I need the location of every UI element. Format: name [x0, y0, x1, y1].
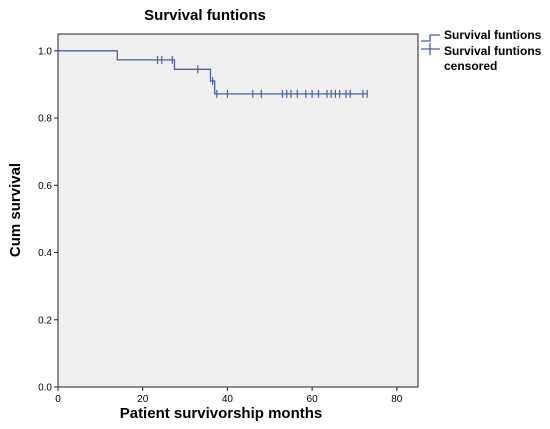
y-tick-label: 0.6	[38, 181, 52, 192]
y-tick-label: 1.0	[38, 46, 52, 57]
y-tick-label: 0.8	[38, 114, 52, 125]
x-tick-label: 60	[307, 394, 319, 405]
x-tick-label: 20	[137, 394, 149, 405]
censored-marks	[156, 55, 368, 98]
chart-title: Survival funtions	[144, 7, 266, 24]
legend-censor-icon	[421, 43, 440, 55]
y-axis: 0.0 0.2 0.4 0.6 0.8 1.0	[38, 46, 58, 394]
x-tick-label: 80	[391, 394, 403, 405]
y-tick-label: 0.2	[38, 315, 52, 326]
survival-curve	[58, 50, 368, 95]
x-tick-label: 40	[222, 394, 234, 405]
y-tick-label: 0.4	[38, 248, 52, 259]
legend-censor-label: Survival funtions	[444, 44, 542, 58]
x-axis: 0 20 40 60 80	[55, 387, 403, 405]
x-axis-label: Patient survivorship months	[120, 405, 323, 422]
legend-line-label: Survival funtions	[444, 28, 542, 42]
legend-censor-label-2: censored	[444, 59, 497, 73]
plot-area	[57, 33, 419, 388]
y-axis-label: Cum survival	[7, 163, 24, 257]
survival-step-line	[58, 50, 368, 95]
legend: Survival funtions Survival funtions cens…	[421, 28, 542, 73]
y-tick-label: 0.0	[38, 383, 52, 394]
legend-line-icon	[421, 34, 440, 42]
x-tick-label: 0	[55, 394, 61, 405]
